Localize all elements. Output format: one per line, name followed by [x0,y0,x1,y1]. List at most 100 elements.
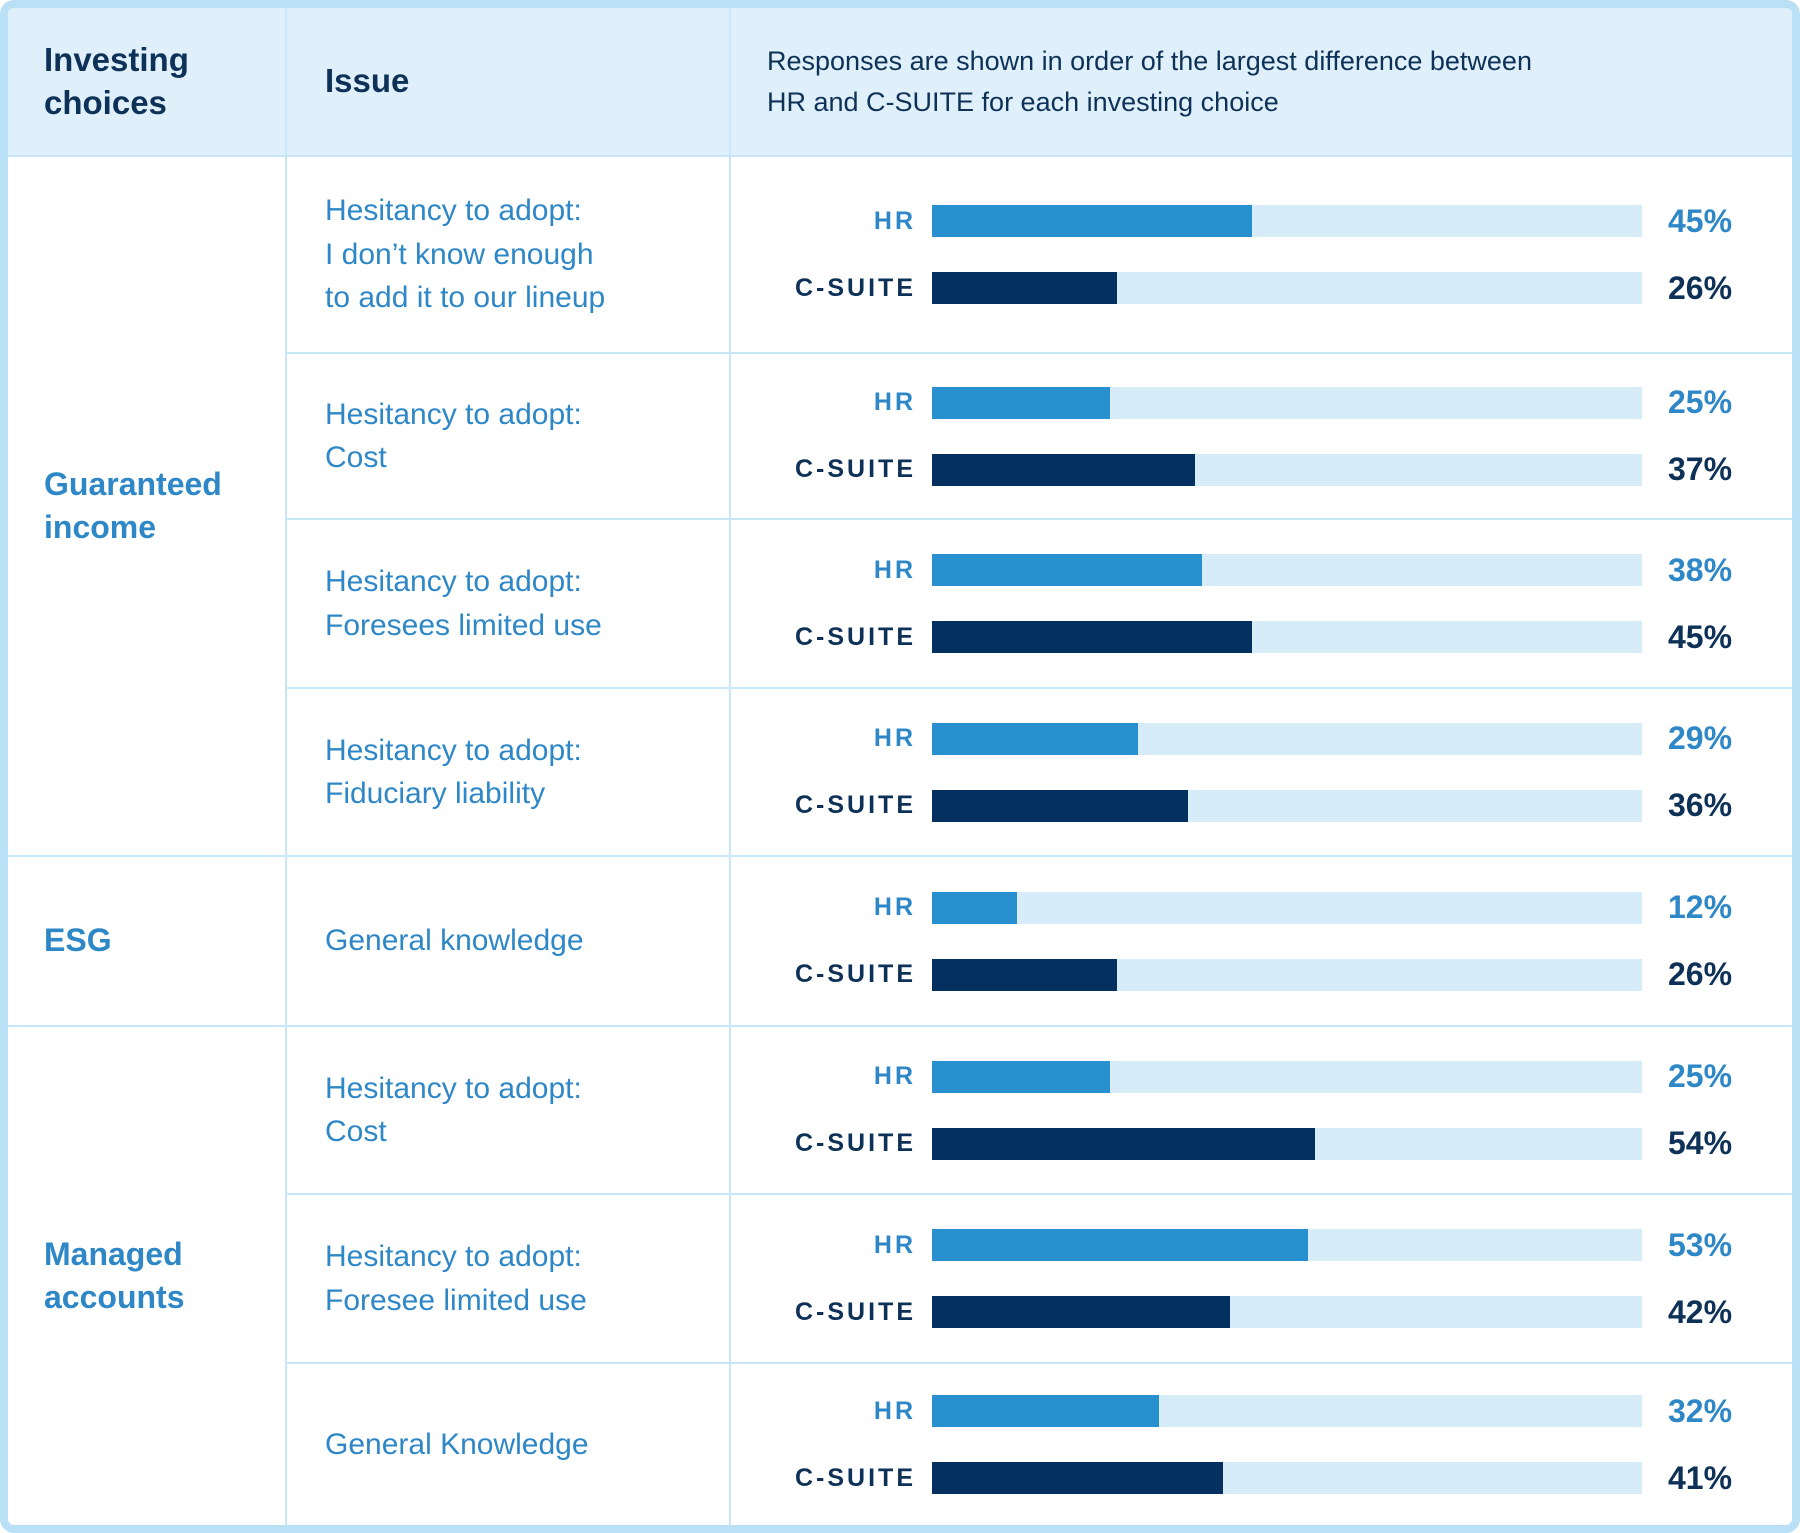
table-grid: Investing choices Issue Responses are sh… [8,8,1792,1525]
csuite-value: 45% [1668,618,1733,655]
csuite-value: 37% [1668,451,1733,487]
choice-cell-esg: ESG [8,855,285,1025]
csuite-label: C-SUITE [795,1463,916,1492]
csuite-bar-fill [932,1127,1316,1160]
hr-bar-fill [932,1060,1110,1093]
hr-label: HR [873,724,916,752]
hr-bar-row: HR 32% [731,1393,1792,1430]
hr-value: 25% [1668,384,1733,420]
csuite-label: C-SUITE [795,791,916,819]
hr-bar-track [932,386,1642,419]
hr-bar-track [932,1229,1642,1261]
issue-cell: Hesitancy to adopt: Foresees limited use [285,518,729,687]
csuite-bar-fill [932,1296,1231,1328]
hr-label: HR [873,893,916,921]
hr-bar-row: HR 38% [731,552,1792,589]
hr-value: 32% [1668,1392,1733,1429]
csuite-bar-fill [932,789,1188,822]
hr-bar-row: HR 25% [731,1058,1792,1095]
hr-value: 12% [1668,889,1733,925]
csuite-bar-fill [932,621,1252,653]
hr-bar-fill [932,205,1252,237]
csuite-bar-track [932,621,1642,653]
issue-cell: Hesitancy to adopt: Cost [285,352,729,518]
csuite-value: 26% [1668,269,1733,306]
hr-bar-row: HR 12% [731,889,1792,926]
csuite-bar-fill [932,272,1117,304]
csuite-value: 54% [1668,1125,1733,1161]
issue-label: Hesitancy to adopt: Fiduciary liability [325,733,582,811]
choice-cell-guaranteed-income: Guaranteed income [8,155,285,855]
hr-bar-fill [932,891,1018,924]
header-note-text: Responses are shown in order of the larg… [767,46,1532,117]
hr-bar-row: HR 25% [731,384,1792,421]
hr-value: 25% [1668,1058,1733,1094]
csuite-value: 26% [1668,956,1733,992]
bar-chart-cell: HR 25% C-SUITE 54% [729,1025,1792,1193]
issue-label: Hesitancy to adopt: Cost [325,1071,582,1149]
csuite-label: C-SUITE [795,622,916,651]
hr-bar-track [932,722,1642,755]
csuite-bar-track [932,958,1642,991]
csuite-label: C-SUITE [795,273,916,302]
csuite-bar-row: C-SUITE 41% [731,1460,1792,1497]
hr-bar-row: HR 29% [731,720,1792,757]
csuite-bar-track [932,272,1642,304]
header-investing-choices-label: Investing choices [44,40,189,121]
hr-label: HR [873,206,916,235]
hr-bar-track [932,891,1642,924]
hr-value: 29% [1668,720,1733,756]
hr-value: 45% [1668,202,1733,239]
csuite-bar-fill [932,958,1117,991]
bar-chart-cell: HR 25% C-SUITE 37% [729,352,1792,518]
hr-bar-row: HR 53% [731,1227,1792,1264]
csuite-label: C-SUITE [795,1129,916,1157]
hr-value: 53% [1668,1226,1733,1263]
hr-bar-track [932,554,1642,586]
issue-label: General Knowledge [325,1427,589,1461]
issue-cell: Hesitancy to adopt: Foresee limited use [285,1193,729,1362]
issue-cell: Hesitancy to adopt: Cost [285,1025,729,1193]
hr-bar-fill [932,1395,1160,1427]
hr-bar-fill [932,722,1138,755]
hr-bar-track [932,1060,1642,1093]
issue-cell: General Knowledge [285,1362,729,1525]
header-cell-note: Responses are shown in order of the larg… [729,8,1792,155]
csuite-label: C-SUITE [795,455,916,483]
header-cell-issue: Issue [285,8,729,155]
csuite-bar-fill [932,453,1195,486]
choice-label-managed-accounts: Managed accounts [44,1235,185,1315]
bar-chart-cell: HR 38% C-SUITE 45% [729,518,1792,687]
csuite-value: 41% [1668,1459,1733,1496]
csuite-bar-row: C-SUITE 42% [731,1294,1792,1331]
bar-chart-cell: HR 45% C-SUITE 26% [729,155,1792,352]
hr-label: HR [873,555,916,584]
bar-chart-cell: HR 29% C-SUITE 36% [729,687,1792,855]
issue-cell: Hesitancy to adopt: I don’t know enough … [285,155,729,352]
header-issue-label: Issue [325,62,410,100]
bar-chart-cell: HR 53% C-SUITE 42% [729,1193,1792,1362]
hr-bar-fill [932,1229,1309,1261]
csuite-bar-row: C-SUITE 45% [731,619,1792,656]
hr-bar-track [932,1395,1642,1427]
csuite-bar-fill [932,1462,1224,1494]
csuite-bar-track [932,789,1642,822]
csuite-bar-track [932,1127,1642,1160]
hr-label: HR [873,1230,916,1259]
csuite-bar-row: C-SUITE 36% [731,787,1792,824]
csuite-bar-row: C-SUITE 26% [731,956,1792,993]
csuite-bar-track [932,453,1642,486]
csuite-bar-track [932,1462,1642,1494]
csuite-label: C-SUITE [795,1297,916,1326]
bar-chart-cell: HR 12% C-SUITE 26% [729,855,1792,1025]
issue-cell: General knowledge [285,855,729,1025]
hr-label: HR [873,1396,916,1425]
hr-bar-fill [932,386,1110,419]
bar-chart-cell: HR 32% C-SUITE 41% [729,1362,1792,1525]
csuite-value: 42% [1668,1293,1733,1330]
issue-label: Hesitancy to adopt: I don’t know enough … [325,194,606,315]
choice-cell-managed-accounts: Managed accounts [8,1025,285,1525]
header-cell-investing-choices: Investing choices [8,8,285,155]
csuite-bar-row: C-SUITE 37% [731,451,1792,488]
